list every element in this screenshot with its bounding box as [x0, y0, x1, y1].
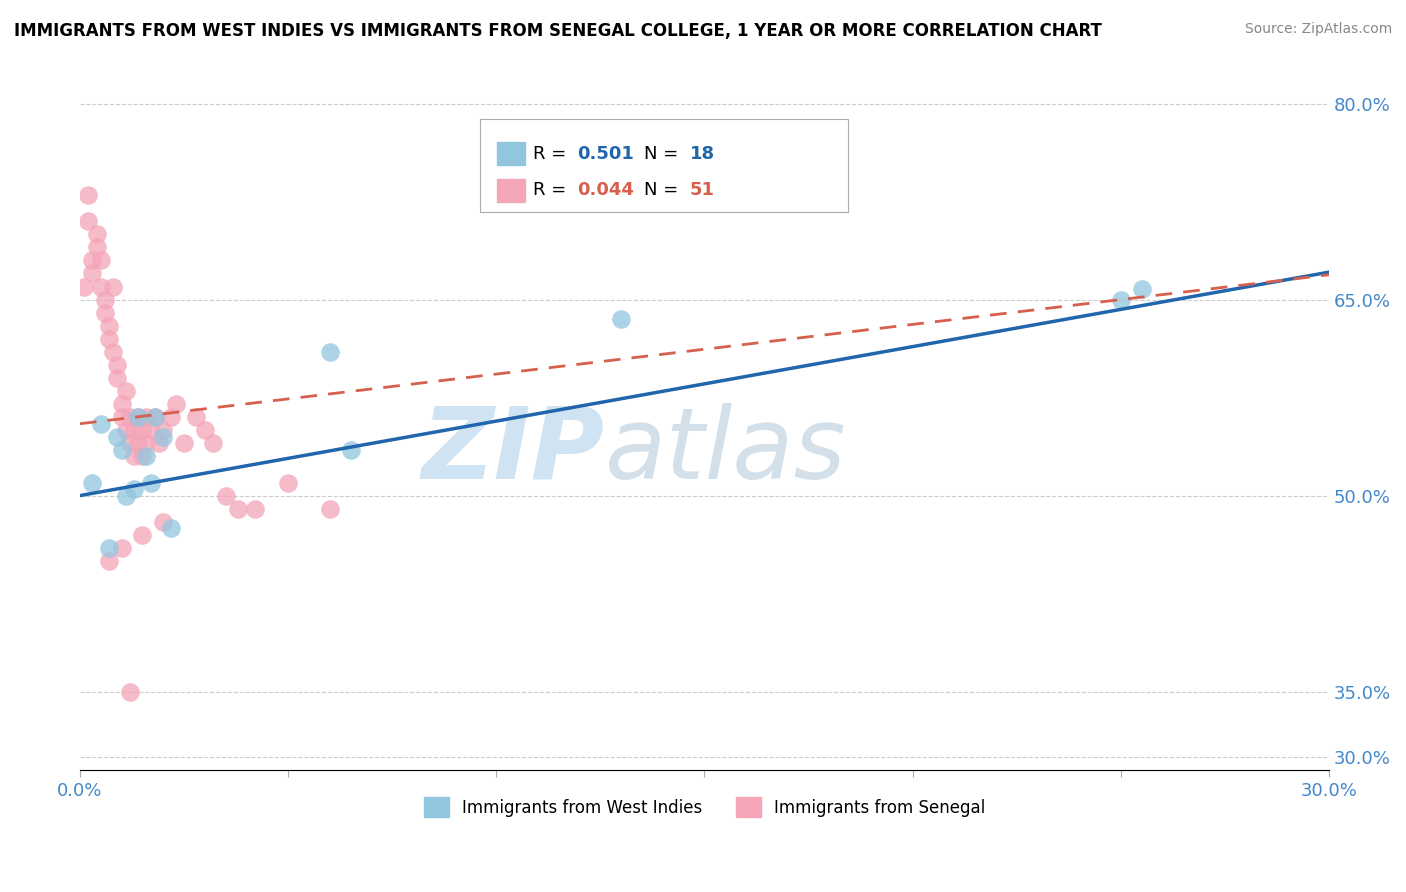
Point — [127, 410, 149, 425]
Point — [135, 450, 157, 464]
Point — [90, 279, 112, 293]
Point — [160, 521, 183, 535]
Point — [243, 501, 266, 516]
Point — [90, 417, 112, 431]
Point — [1130, 282, 1153, 296]
Point — [148, 436, 170, 450]
Point — [131, 423, 153, 437]
Point — [186, 410, 208, 425]
Text: atlas: atlas — [605, 403, 846, 500]
Text: IMMIGRANTS FROM WEST INDIES VS IMMIGRANTS FROM SENEGAL COLLEGE, 1 YEAR OR MORE C: IMMIGRANTS FROM WEST INDIES VS IMMIGRANT… — [14, 22, 1102, 40]
Point — [131, 450, 153, 464]
Point — [114, 384, 136, 398]
Point — [98, 318, 121, 333]
Point — [139, 475, 162, 490]
Legend: Immigrants from West Indies, Immigrants from Senegal: Immigrants from West Indies, Immigrants … — [418, 790, 991, 824]
Text: 0.044: 0.044 — [576, 181, 634, 199]
Text: 0.501: 0.501 — [576, 145, 634, 162]
Text: ZIP: ZIP — [422, 403, 605, 500]
Point — [135, 436, 157, 450]
Point — [86, 227, 108, 242]
Point — [226, 501, 249, 516]
Point — [131, 528, 153, 542]
Point — [1109, 293, 1132, 307]
Text: R =: R = — [533, 145, 572, 162]
FancyBboxPatch shape — [479, 119, 848, 212]
Point — [214, 489, 236, 503]
Point — [152, 515, 174, 529]
Point — [82, 475, 104, 490]
Point — [101, 279, 124, 293]
Point — [173, 436, 195, 450]
Point — [98, 541, 121, 555]
Point — [160, 410, 183, 425]
Point — [114, 489, 136, 503]
Point — [105, 358, 128, 372]
Bar — [498, 142, 524, 165]
Text: 18: 18 — [689, 145, 714, 162]
Text: N =: N = — [644, 181, 685, 199]
Text: 51: 51 — [689, 181, 714, 199]
Point — [110, 442, 132, 457]
Point — [94, 293, 117, 307]
Point — [202, 436, 225, 450]
Point — [339, 442, 361, 457]
Point — [77, 214, 100, 228]
Point — [110, 410, 132, 425]
Point — [127, 410, 149, 425]
Point — [152, 430, 174, 444]
Point — [105, 371, 128, 385]
Point — [118, 436, 141, 450]
Point — [118, 410, 141, 425]
Point — [86, 240, 108, 254]
Point — [101, 344, 124, 359]
Point — [318, 344, 340, 359]
Point — [122, 482, 145, 496]
Point — [122, 450, 145, 464]
Point — [98, 554, 121, 568]
Point — [194, 423, 217, 437]
Point — [105, 430, 128, 444]
Point — [277, 475, 299, 490]
Point — [139, 423, 162, 437]
Point — [90, 253, 112, 268]
Point — [94, 306, 117, 320]
Point — [610, 312, 633, 326]
Text: R =: R = — [533, 181, 572, 199]
Point — [165, 397, 187, 411]
Point — [135, 410, 157, 425]
Point — [77, 188, 100, 202]
Point — [110, 541, 132, 555]
Point — [143, 410, 166, 425]
Point — [114, 423, 136, 437]
Point — [98, 332, 121, 346]
Point — [152, 423, 174, 437]
Point — [73, 279, 96, 293]
Point — [122, 423, 145, 437]
Point — [82, 253, 104, 268]
Point — [143, 410, 166, 425]
Point — [318, 501, 340, 516]
Point — [82, 267, 104, 281]
Point — [118, 684, 141, 698]
Text: Source: ZipAtlas.com: Source: ZipAtlas.com — [1244, 22, 1392, 37]
Text: N =: N = — [644, 145, 685, 162]
Point — [110, 397, 132, 411]
Point — [127, 436, 149, 450]
Bar — [498, 179, 524, 202]
